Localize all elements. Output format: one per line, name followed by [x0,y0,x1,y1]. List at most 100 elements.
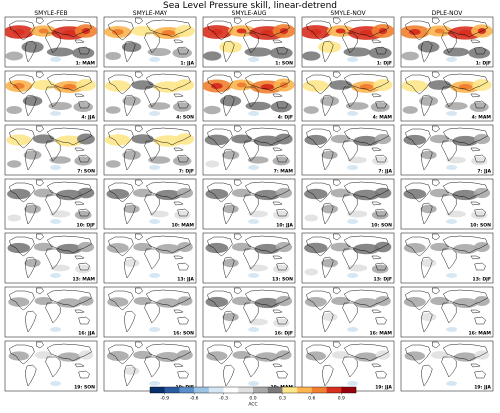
coastline [36,17,44,25]
coastline [135,17,143,25]
coastline [276,46,288,55]
coastline [144,194,160,216]
coastline [144,140,160,162]
coastline [173,363,184,368]
coastline [432,179,440,187]
map-panel: 10: MAM [103,178,197,230]
coastline [441,356,457,378]
coastline [24,310,37,333]
skill-region [247,156,269,164]
coastline [306,20,332,41]
skill-region [206,351,228,361]
skill-region [329,80,353,90]
map-panel: 16: MAM [400,286,494,338]
coastline [207,20,233,41]
skill-region [5,51,24,61]
coastline [222,40,235,63]
coastline [74,39,85,44]
coastline [222,94,235,117]
coastline [173,39,184,44]
skill-region [305,351,326,361]
coastline [375,208,387,217]
coastline [9,290,35,311]
colorbar-segment [311,387,327,393]
skill-region [310,29,322,35]
coastline [45,356,61,378]
coastline [207,128,233,149]
coastline [135,71,143,79]
coastline [123,256,136,279]
skill-region [345,102,369,110]
skill-region [31,80,56,90]
coastline [442,127,488,146]
skill-region [420,150,437,160]
coastline [177,316,189,325]
skill-region [270,101,292,113]
skill-region [403,134,427,146]
skill-region [172,48,192,58]
coastline [145,343,191,362]
skill-region [417,41,440,53]
coastline [432,125,440,133]
panel-label: 4: MAM [373,115,393,121]
colorbar-tick-label: -0.9 [160,396,169,402]
coastline [222,202,235,225]
skill-region [121,42,142,52]
coastline [474,154,486,163]
panel-label: 19: SON [74,385,95,391]
coastline [321,94,334,117]
coastline [342,356,358,378]
skill-region [6,134,32,146]
coastline [207,290,233,311]
panel-label: 7: JJA [378,169,392,175]
panel-label: 1: SON [275,61,293,67]
coastline [145,181,191,200]
skill-region [7,242,31,254]
coastline [405,128,431,149]
skill-region [273,210,290,220]
skill-region [231,134,253,144]
skill-region [403,243,426,253]
panel-label: 13: DJF [374,277,393,283]
coastline [272,147,283,152]
coastline [177,154,189,163]
panel-label: 10: JJA [276,223,293,229]
coastline [343,235,389,254]
map-panel: 1: MAM [4,16,98,68]
map-panel: 13: MAM [4,232,98,284]
skill-region [149,57,161,62]
coastline [276,100,288,109]
coastline [46,343,92,362]
skill-region [13,29,25,35]
skill-region [74,156,93,166]
coastline [243,140,259,162]
skill-region [248,381,260,386]
coastline [276,208,288,217]
coastline [343,181,389,200]
skill-region [122,96,141,106]
skill-region [156,298,181,308]
skill-region [205,242,229,254]
skill-region [248,210,268,218]
skill-region [112,29,124,35]
coastline [276,262,288,271]
coastline [78,370,90,379]
skill-region [446,165,458,170]
skill-region [245,101,271,111]
coastline [135,233,143,241]
map-panel: 13: JJA [103,232,197,284]
skill-region [50,327,62,332]
coastline [474,100,486,109]
coastline [74,363,85,368]
skill-region [347,210,368,218]
skill-region [403,188,427,200]
skill-region [347,156,367,164]
coastline [9,128,35,149]
coastline [321,148,334,171]
skill-region [269,47,293,59]
panel-label: 1: MAM [76,61,96,67]
coastline [234,287,242,295]
coastline [272,363,283,368]
coastline [108,344,134,365]
map-panel: 10: DJF [4,178,98,230]
